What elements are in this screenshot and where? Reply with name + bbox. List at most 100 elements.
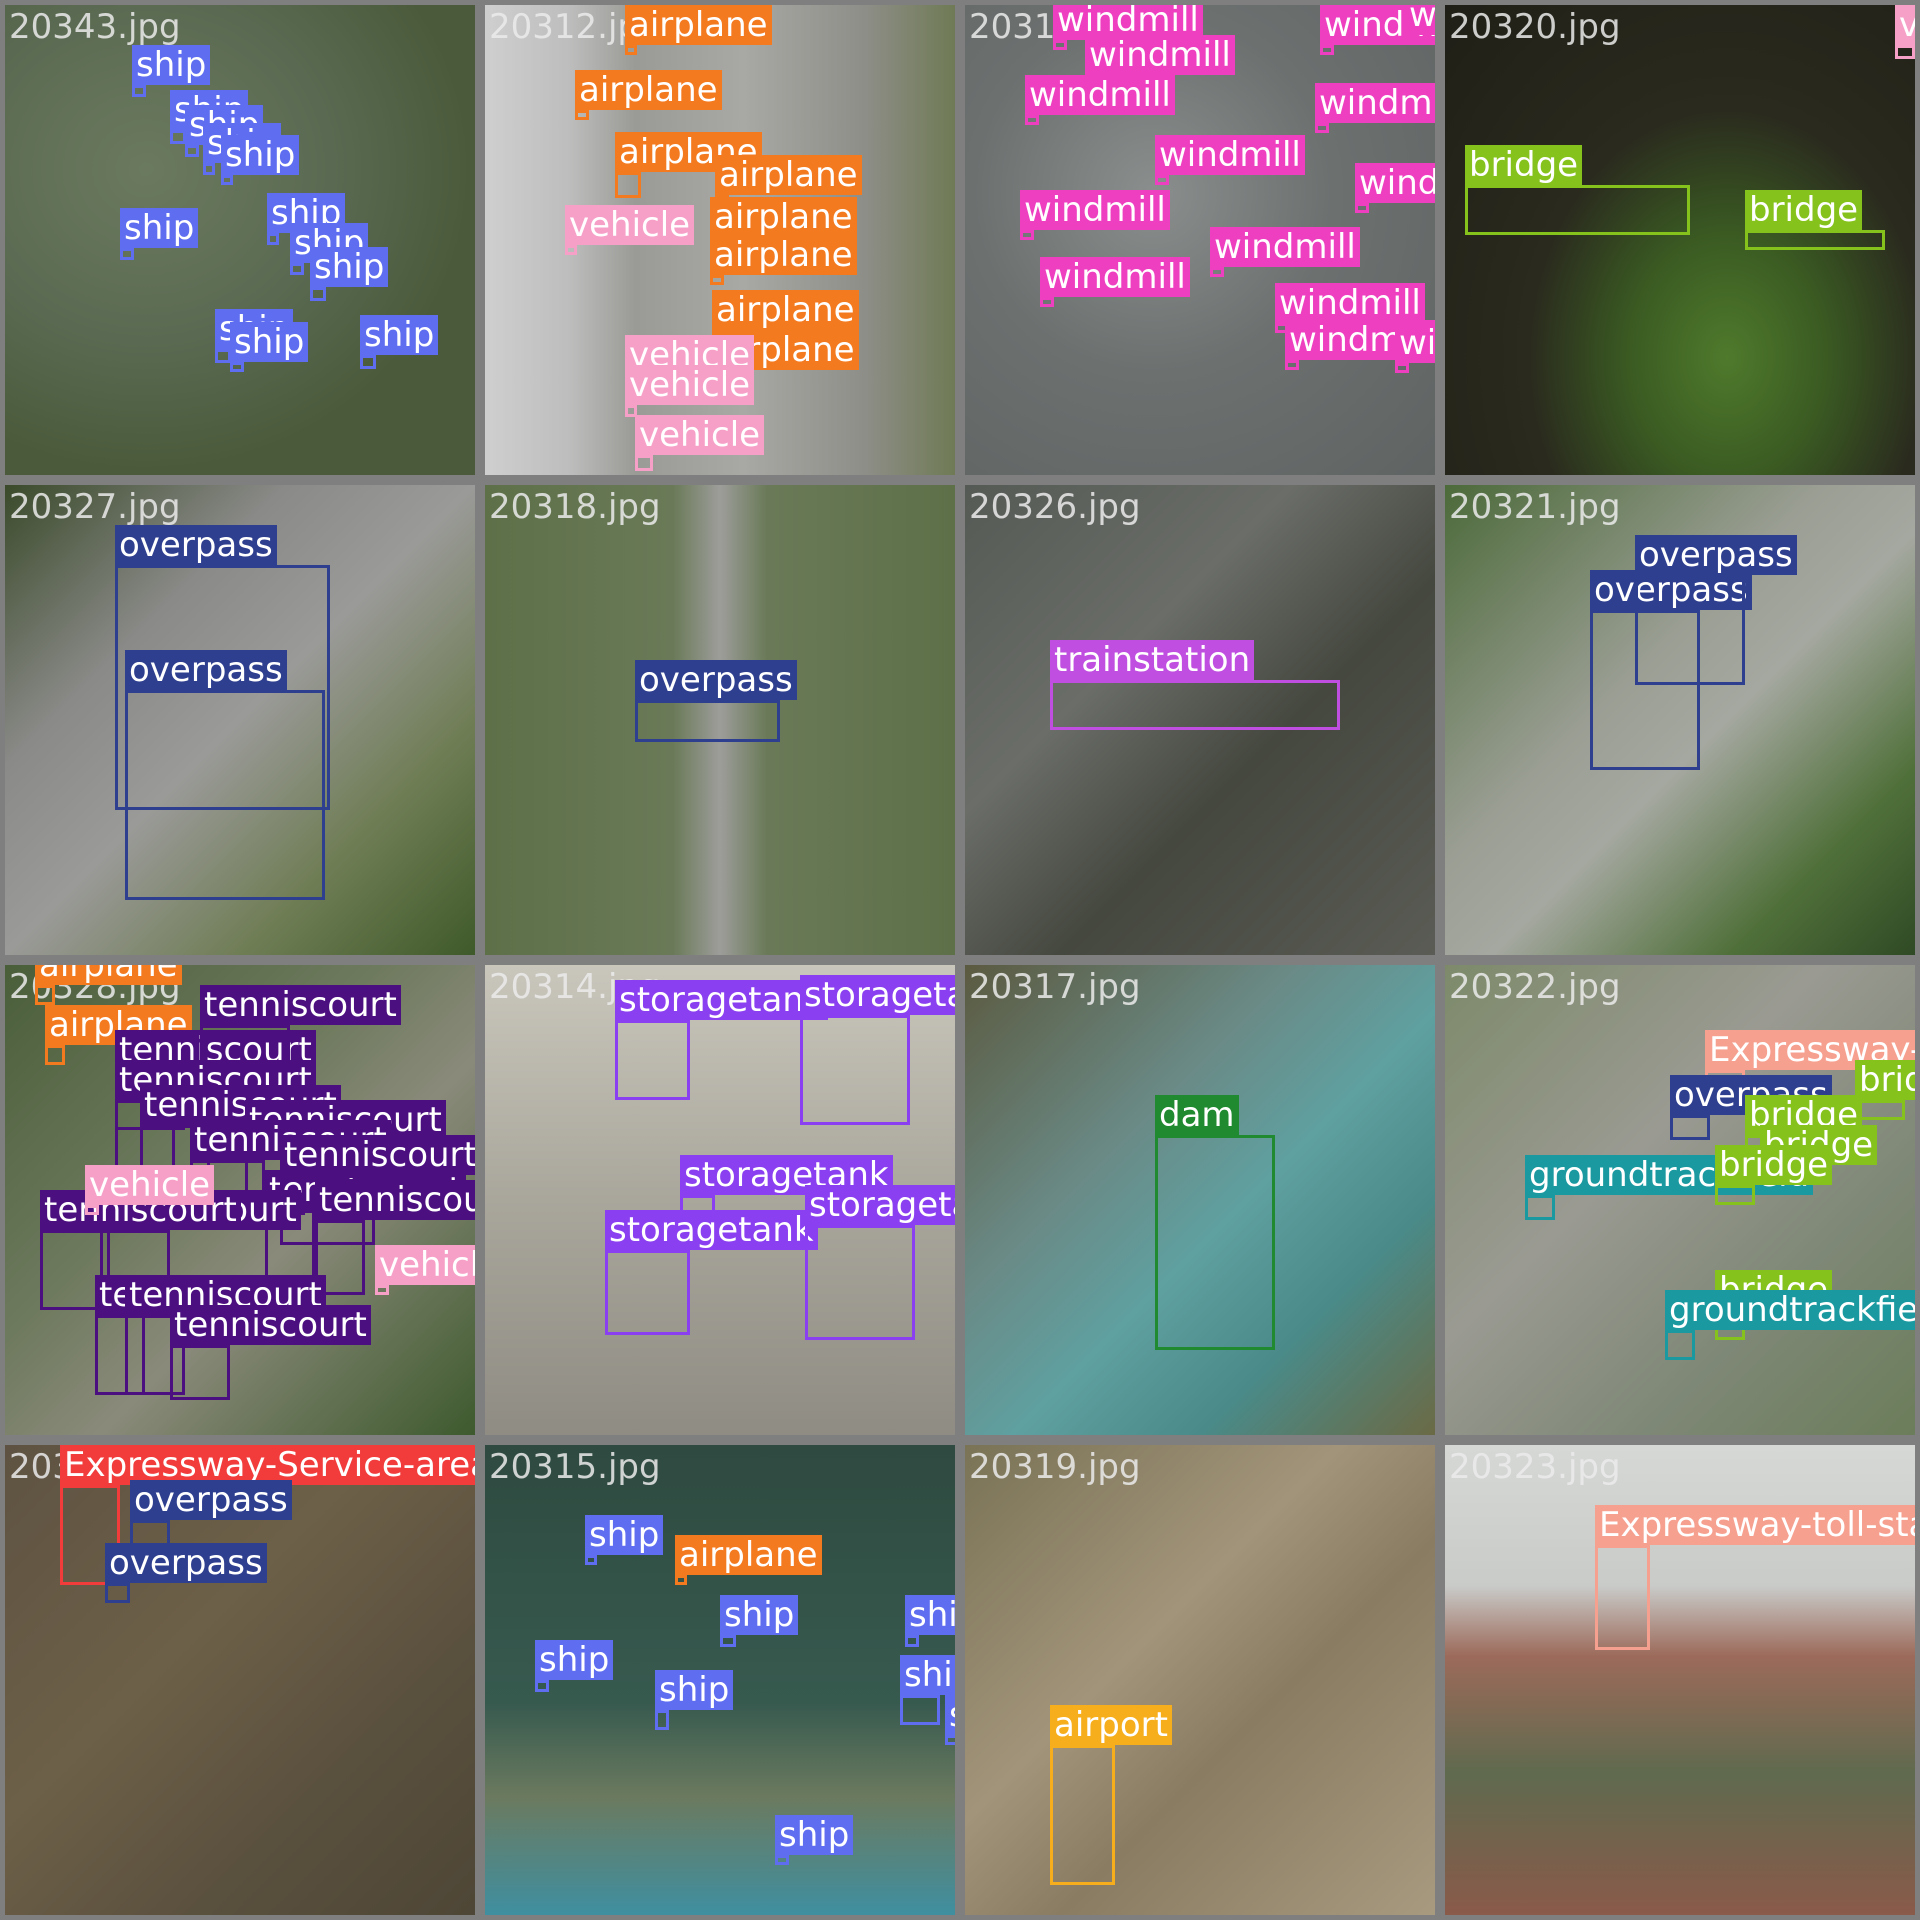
image-tile: 20318.jpg overpass	[485, 485, 955, 955]
airplane-label: airplane	[710, 235, 857, 275]
airplane-bounding-box	[710, 275, 724, 285]
image-tile: 20326.jpg trainstation	[965, 485, 1435, 955]
airplane-label: airplane	[710, 197, 857, 237]
storagetank-label: storagetank	[805, 1185, 955, 1225]
trainstation-label: trainstation	[1050, 640, 1255, 680]
ship-bounding-box	[905, 1635, 919, 1647]
overpass-label: overpass	[115, 525, 277, 565]
vehicle-label: vehicle	[85, 1165, 215, 1205]
windmill-bounding-box	[1355, 203, 1369, 213]
trainstation-bounding-box	[1050, 680, 1340, 730]
ship-label: ship	[655, 1670, 734, 1710]
tenniscourt-bounding-box	[170, 1345, 230, 1400]
image-tile: 20317.jpg dam	[965, 965, 1435, 1435]
overpass-label: overpass	[105, 1543, 267, 1583]
overpass-bounding-box	[115, 565, 330, 810]
expressway-toll-station-bounding-box	[1595, 1545, 1650, 1650]
vehicle-label: vehicle	[1895, 5, 1915, 45]
ship-bounding-box	[290, 263, 304, 275]
windmill-label: windmill	[1053, 5, 1203, 40]
ship-label: ship	[585, 1515, 664, 1555]
ship-label: ship	[900, 1655, 955, 1695]
airplane-label: airplane	[35, 965, 182, 985]
airplane-bounding-box	[575, 110, 589, 120]
bridge-bounding-box	[1855, 1100, 1905, 1120]
windmill-label: windmill	[1275, 283, 1425, 323]
windmill-label: windmill	[1405, 5, 1435, 35]
ship-bounding-box	[267, 233, 279, 245]
ship-bounding-box	[775, 1855, 789, 1865]
image-tile: 20315.jpgshipairplaneshipshipshipshipshi…	[485, 1445, 955, 1915]
windmill-label: windmill	[1315, 83, 1435, 123]
aerial-photo	[5, 5, 475, 475]
tenniscourt-bounding-box	[125, 1315, 185, 1395]
bridge-bounding-box	[1715, 1185, 1755, 1205]
ship-label: ship	[132, 45, 211, 85]
image-tile: 20322.jpgExpressway-toll-stationbridgeov…	[1445, 965, 1915, 1435]
ship-bounding-box	[360, 355, 376, 369]
airport-label: airport	[1050, 1705, 1172, 1745]
ship-bounding-box	[132, 85, 146, 97]
windmill-bounding-box	[1395, 363, 1409, 373]
image-tile: 20319.jpg airport	[965, 1445, 1435, 1915]
windmill-bounding-box	[1285, 360, 1299, 370]
dam-label: dam	[1155, 1095, 1239, 1135]
windmill-bounding-box	[1040, 297, 1054, 307]
ship-bounding-box	[900, 1695, 940, 1725]
overpass-label: overpass	[635, 660, 797, 700]
airplane-bounding-box	[615, 172, 641, 198]
overpass-bounding-box	[1635, 575, 1745, 685]
windmill-label: windmill	[1395, 323, 1435, 363]
windmill-bounding-box	[1320, 45, 1334, 55]
windmill-label: windmill	[1020, 190, 1170, 230]
ship-label: ship	[221, 135, 300, 175]
airplane-bounding-box	[45, 1045, 65, 1065]
ship-label: ship	[310, 247, 389, 287]
tenniscourt-bounding-box	[315, 1220, 365, 1295]
image-tile: 20312.jpg airplane airplane airplane airplan…	[485, 5, 955, 475]
vehicle-label: vehicle	[625, 365, 755, 405]
airplane-label: airplane	[575, 70, 722, 110]
image-tile: 20343.jpg ship ship ship ship ship ship ship shi…	[5, 5, 475, 475]
ship-bounding-box	[120, 248, 134, 260]
ship-bounding-box	[170, 130, 186, 144]
vehicle-bounding-box	[635, 455, 653, 471]
vehicle-bounding-box	[625, 405, 637, 417]
windmill-bounding-box	[1155, 175, 1169, 185]
tenniscourt-bounding-box	[95, 1315, 145, 1395]
bridge-bounding-box	[1745, 230, 1885, 250]
ship-bounding-box	[720, 1635, 736, 1647]
windmill-bounding-box	[1025, 115, 1039, 125]
vehicle-label: vehicle	[565, 205, 695, 245]
overpass-bounding-box	[1670, 1115, 1710, 1140]
tenniscourt-label: tenniscourt	[170, 1305, 371, 1345]
windmill-bounding-box	[1053, 40, 1067, 50]
storagetank-bounding-box	[605, 1250, 690, 1335]
windmill-bounding-box	[1210, 267, 1224, 277]
airplane-label: airplane	[712, 290, 859, 330]
expressway-service-area-bounding-box	[60, 1485, 120, 1585]
vehicle-label: vehicle	[375, 1245, 475, 1285]
overpass-bounding-box	[105, 1583, 130, 1603]
storagetank-label: storagetank	[800, 975, 955, 1015]
airplane-bounding-box	[675, 1575, 687, 1585]
overpass-bounding-box	[1590, 610, 1700, 770]
vehicle-label: vehicle	[635, 415, 765, 455]
ship-bounding-box	[945, 1735, 955, 1745]
storagetank-bounding-box	[805, 1225, 915, 1340]
windmill-label: windmill	[1040, 257, 1190, 297]
tenniscourt-label: tenniscourt	[280, 1135, 475, 1175]
ship-label: ship	[535, 1640, 614, 1680]
vehicle-bounding-box	[565, 245, 577, 255]
ship-bounding-box	[221, 175, 233, 185]
image-tile: 20314.jpgstoragetankstoragetankstorageta…	[485, 965, 955, 1435]
ship-label: ship	[120, 208, 199, 248]
overpass-bounding-box	[125, 690, 325, 900]
windmill-label: windmill	[1155, 135, 1305, 175]
overpass-bounding-box	[635, 700, 780, 742]
image-tile: 20316.jpgwindmillwindmillwindmillwindmil…	[965, 5, 1435, 475]
aerial-photo	[485, 485, 955, 955]
ship-bounding-box	[215, 349, 231, 363]
ship-bounding-box	[535, 1680, 549, 1692]
